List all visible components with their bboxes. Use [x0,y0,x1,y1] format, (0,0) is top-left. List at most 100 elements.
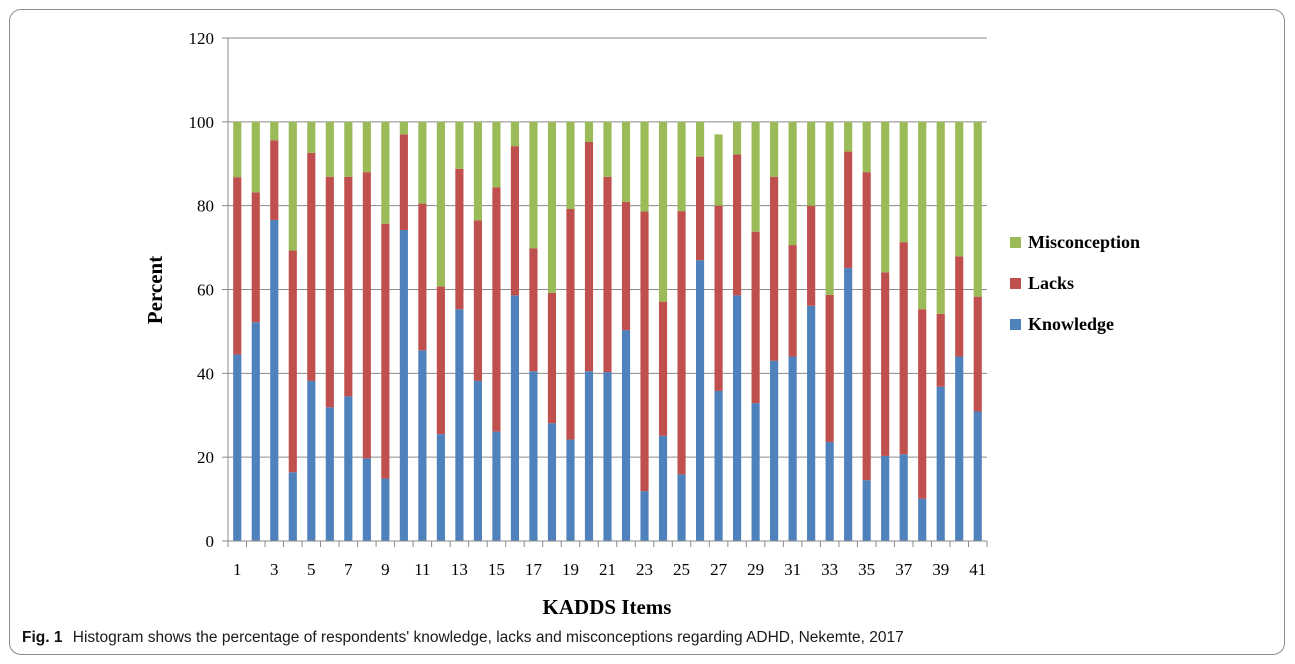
bar-lacks-32 [807,205,816,306]
bar-knowledge-25 [677,474,686,541]
bar-knowledge-26 [695,260,705,541]
bar-lacks-21 [603,176,612,373]
bar-knowledge-10 [399,229,408,541]
bar-lacks-5 [307,152,316,381]
figure-caption: Fig. 1 Histogram shows the percentage of… [22,629,904,647]
bar-lacks-2 [251,192,260,323]
x-tick-label-17: 17 [525,560,543,579]
bar-knowledge-39 [936,386,945,541]
bar-knowledge-15 [492,431,501,541]
bar-misconception-32 [807,121,816,206]
bar-lacks-15 [492,187,501,432]
x-tick-label-33: 33 [821,560,838,579]
bar-misconception-20 [584,121,594,142]
bar-lacks-27 [714,205,723,391]
bar-knowledge-23 [640,491,649,541]
bar-lacks-24 [658,301,668,436]
bar-knowledge-31 [788,356,797,541]
bar-misconception-37 [899,121,908,243]
bar-misconception-33 [825,121,834,295]
bar-lacks-8 [362,172,371,459]
bar-lacks-10 [399,134,408,230]
bar-misconception-8 [362,121,371,173]
bar-knowledge-11 [418,350,427,541]
legend-swatch-knowledge [1010,319,1021,330]
x-tick-label-35: 35 [858,560,875,579]
bar-knowledge-13 [455,309,464,541]
bar-lacks-29 [751,231,760,404]
bar-misconception-18 [547,121,557,293]
bar-knowledge-16 [510,295,520,541]
bar-knowledge-12 [436,434,445,541]
bar-misconception-16 [510,121,520,147]
bar-misconception-23 [640,121,649,212]
figure-label: Fig. 1 [22,629,63,646]
bar-lacks-13 [455,168,464,310]
x-tick-label-7: 7 [344,560,353,579]
bar-knowledge-22 [621,330,631,541]
bar-misconception-36 [881,121,890,273]
bar-knowledge-37 [899,454,908,541]
x-tick-label-21: 21 [599,560,616,579]
bar-lacks-22 [621,201,631,331]
bar-lacks-9 [381,223,390,479]
bar-knowledge-1 [233,354,242,541]
bar-knowledge-20 [584,371,594,541]
bar-misconception-3 [270,121,279,141]
bar-misconception-13 [455,121,464,169]
x-tick-label-37: 37 [895,560,913,579]
bars [233,121,982,541]
y-tick-label-60: 60 [197,281,214,300]
bar-misconception-19 [566,121,575,210]
bar-misconception-34 [844,121,853,152]
bar-misconception-9 [381,121,390,224]
x-tick-label-13: 13 [451,560,468,579]
bar-knowledge-3 [270,219,279,541]
bar-lacks-25 [677,211,686,475]
bar-misconception-27 [714,134,723,206]
bar-misconception-26 [695,121,705,157]
bar-misconception-22 [621,121,631,202]
bar-knowledge-17 [529,371,538,541]
x-tick-label-27: 27 [710,560,728,579]
bar-lacks-34 [844,151,853,269]
bar-misconception-21 [603,121,612,177]
bar-knowledge-33 [825,442,834,541]
bar-misconception-25 [677,121,686,212]
y-tick-label-40: 40 [197,364,214,383]
bar-lacks-35 [862,172,871,481]
bar-lacks-6 [325,176,334,408]
bar-lacks-11 [418,203,427,351]
legend-label-misconception: Misconception [1028,232,1140,252]
legend-label-knowledge: Knowledge [1028,314,1114,334]
bar-misconception-41 [973,121,982,297]
legend: Misconception Lacks Knowledge [1010,232,1140,334]
bar-lacks-39 [936,313,945,387]
bar-knowledge-28 [733,295,742,541]
bar-lacks-36 [881,272,890,456]
bar-knowledge-24 [658,435,668,541]
bar-lacks-31 [788,245,797,357]
bar-misconception-2 [251,121,260,193]
y-tick-label-0: 0 [206,532,215,551]
bar-misconception-1 [233,121,242,178]
x-tick-label-11: 11 [414,560,430,579]
legend-label-lacks: Lacks [1028,273,1074,293]
bar-knowledge-18 [547,423,557,541]
bar-lacks-30 [770,176,779,361]
bar-misconception-31 [788,121,797,246]
bar-misconception-15 [492,121,501,188]
bar-lacks-18 [547,292,557,424]
y-axis-title: Percent [143,256,167,324]
x-tick-label-3: 3 [270,560,279,579]
x-tick-label-25: 25 [673,560,690,579]
bar-knowledge-36 [881,455,890,541]
x-tick-label-23: 23 [636,560,653,579]
bar-misconception-4 [288,121,297,251]
bar-lacks-17 [529,248,538,372]
bar-lacks-23 [640,211,649,492]
bar-lacks-4 [288,250,297,473]
bar-lacks-20 [584,141,594,372]
bar-lacks-7 [344,176,353,397]
y-tick-label-20: 20 [197,448,214,467]
